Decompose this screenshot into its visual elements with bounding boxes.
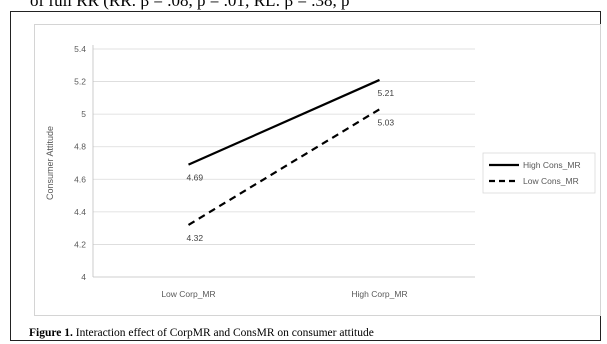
y-tick-label: 4.6 [74, 174, 86, 184]
series-lines [187, 78, 381, 226]
y-tick-label: 5.4 [74, 44, 86, 54]
caption-label: Figure 1. [29, 327, 73, 339]
clipped-body-text: of full RR (RR: β = .08, p = .01; RL: β … [30, 0, 350, 10]
interaction-line-chart: 4 4.2 4.4 4.6 4.8 5 5.2 5.4 Low Corp_MR High Cor… [45, 44, 596, 299]
caption-text: Interaction effect of CorpMR and ConsMR … [72, 327, 374, 339]
data-label: 4.69 [187, 173, 204, 183]
y-tick-label: 4 [81, 272, 86, 282]
chart-area: 4 4.2 4.4 4.6 4.8 5 5.2 5.4 Low Corp_MR High Cor… [34, 24, 601, 316]
x-tick-label: High Corp_MR [351, 289, 407, 299]
figure-box: 4 4.2 4.4 4.6 4.8 5 5.2 5.4 Low Corp_MR High Cor… [10, 11, 601, 341]
data-label: 5.03 [378, 117, 395, 127]
x-tick-label: Low Corp_MR [161, 289, 215, 299]
axes [92, 45, 475, 278]
series-line-high-cons-mr [188, 78, 380, 166]
legend: High Cons_MR Low Cons_MR [482, 152, 596, 194]
y-tick-label: 5.2 [74, 77, 86, 87]
y-axis-label: Consumer Attitude [45, 126, 55, 200]
legend-label: High Cons_MR [523, 160, 581, 170]
series-line-low-cons-mr [187, 108, 381, 226]
y-tick-label: 4.2 [74, 239, 86, 249]
figure-caption: Figure 1. Interaction effect of CorpMR a… [29, 327, 374, 339]
legend-box [482, 152, 596, 194]
legend-label: Low Cons_MR [523, 176, 579, 186]
data-label: 4.32 [187, 233, 204, 243]
data-labels: 4.69 5.21 4.32 5.03 [187, 88, 395, 243]
gridlines [93, 48, 475, 245]
y-tick-label: 4.8 [74, 142, 86, 152]
data-label: 5.21 [378, 88, 395, 98]
x-tick-labels: Low Corp_MR High Corp_MR [161, 289, 407, 299]
y-tick-label: 4.4 [74, 207, 86, 217]
y-tick-labels: 4 4.2 4.4 4.6 4.8 5 5.2 5.4 [74, 44, 86, 282]
y-tick-label: 5 [81, 109, 86, 119]
